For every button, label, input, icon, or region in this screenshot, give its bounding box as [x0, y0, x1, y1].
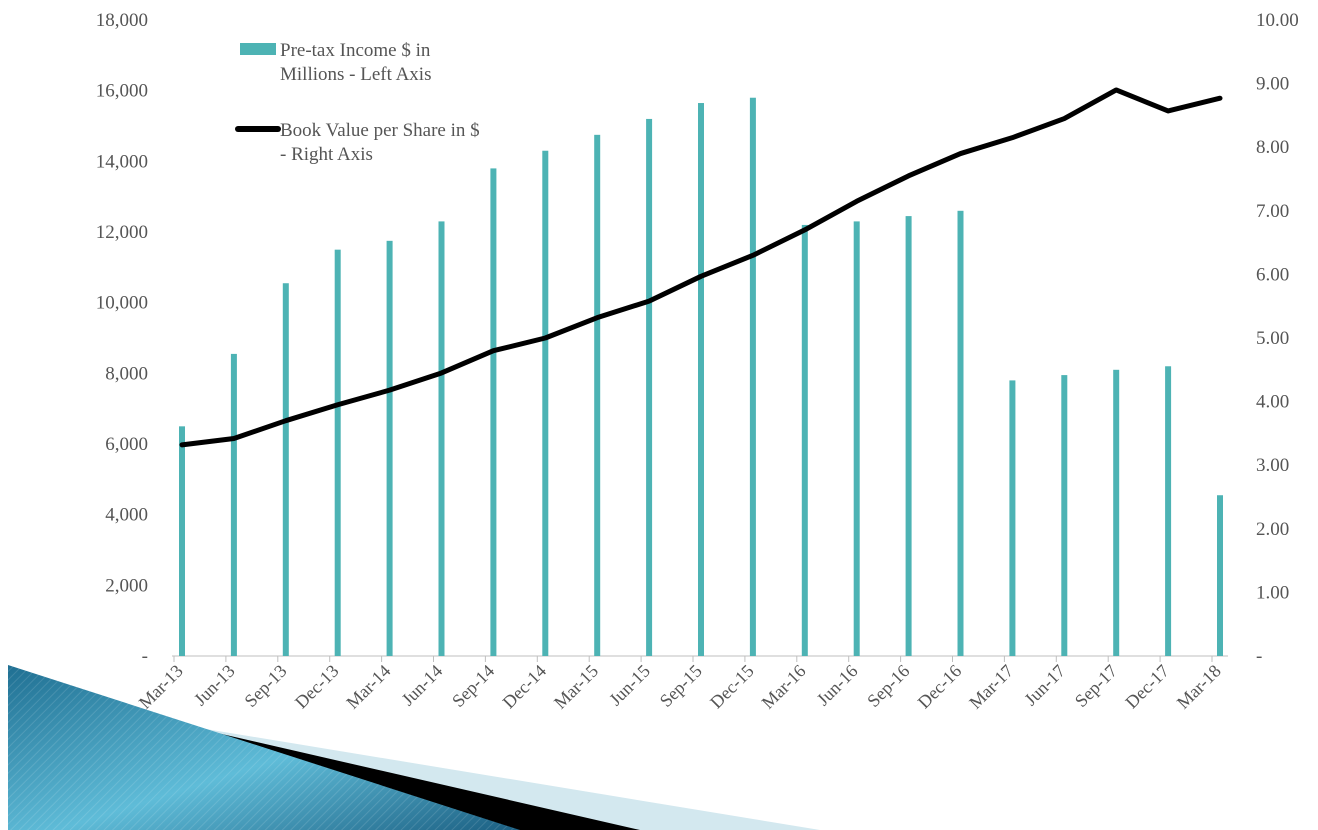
left-tick-label: 2,000 [105, 575, 148, 596]
x-tick-label: Jun-16 [813, 661, 862, 710]
bar [1009, 380, 1016, 656]
bar [957, 210, 964, 657]
bar [542, 150, 549, 656]
line-series [179, 87, 1223, 448]
x-tick-label: Jun-15 [605, 661, 654, 710]
bar [1165, 366, 1172, 656]
x-tick-label: Sep-13 [240, 661, 290, 711]
x-tick-label: Sep-16 [863, 661, 913, 711]
right-tick-label: 5.00 [1256, 328, 1289, 349]
right-tick-label: 9.00 [1256, 74, 1289, 95]
right-tick-label: 10.00 [1256, 10, 1299, 31]
bar [282, 283, 289, 656]
decoration-stripes [8, 665, 520, 830]
right-axis-ticks: - 1.00 2.00 3.00 4.00 5.00 6.00 7.00 8.00 9.00 10.… [1256, 10, 1299, 667]
left-tick-label: 10,000 [96, 293, 148, 314]
x-tick-label: Sep-15 [656, 661, 706, 711]
x-tick-label: Dec-17 [1121, 661, 1173, 713]
x-tick-label: Jun-14 [398, 661, 447, 710]
right-tick-label: 3.00 [1256, 455, 1289, 476]
bar [1061, 375, 1068, 656]
x-tick-label: Jun-13 [190, 661, 239, 710]
bar-series [179, 97, 1223, 657]
left-tick-label: 6,000 [105, 434, 148, 455]
bar [179, 426, 185, 656]
x-tick-label: Dec-16 [914, 661, 966, 713]
x-tick-label: Sep-14 [448, 661, 498, 711]
left-tick-label: 14,000 [96, 151, 148, 172]
bar [646, 118, 653, 656]
legend-line-label: Book Value per Share in $ [280, 120, 480, 141]
legend: Pre-tax Income $ in Millions - Left Axis B… [235, 40, 480, 165]
left-tick-label: 16,000 [96, 81, 148, 102]
x-tick-label: Sep-17 [1071, 661, 1121, 711]
bar [853, 221, 860, 656]
left-tick-label: 4,000 [105, 505, 148, 526]
axes [172, 655, 1228, 662]
x-tick-label: Mar-18 [1173, 661, 1225, 713]
legend-bar-swatch [240, 43, 276, 55]
bar [801, 224, 808, 656]
bar [438, 221, 445, 656]
right-tick-label: 6.00 [1256, 264, 1289, 285]
right-tick-label: 4.00 [1256, 392, 1289, 413]
left-tick-label: 8,000 [105, 363, 148, 384]
bar [749, 97, 756, 656]
x-axis-ticks: Mar-13 Jun-13 Sep-13 Dec-13 Mar-14 Jun-14 Sep-… [135, 661, 1225, 713]
legend-line-label: - Right Axis [280, 144, 373, 165]
x-tick-label: Mar-15 [550, 661, 602, 713]
left-tick-label: 18,000 [96, 10, 148, 31]
x-tick-label: Jun-17 [1020, 661, 1069, 710]
legend-bar-label: Millions - Left Axis [280, 64, 431, 85]
bar [334, 249, 341, 656]
slide-decoration [8, 665, 820, 830]
bar [594, 134, 601, 657]
bar [386, 240, 393, 657]
right-tick-label: 2.00 [1256, 519, 1289, 540]
bar [698, 103, 704, 657]
x-tick-label: Dec-13 [291, 661, 343, 713]
bar [490, 168, 497, 656]
bar [230, 353, 237, 656]
left-tick-label: 12,000 [96, 222, 148, 243]
x-tick-label: Mar-14 [342, 661, 394, 713]
x-tick-label: Mar-16 [758, 661, 810, 713]
bar [1217, 495, 1223, 656]
right-tick-label: 7.00 [1256, 201, 1289, 222]
x-tick-label: Mar-13 [135, 661, 187, 713]
x-tick-label: Dec-14 [499, 661, 551, 713]
legend-bar-label: Pre-tax Income $ in [280, 40, 431, 61]
x-tick-label: Dec-15 [706, 661, 758, 713]
bar [1113, 369, 1120, 656]
x-tick-label: Mar-17 [965, 661, 1017, 713]
left-tick-label: - [142, 646, 148, 667]
right-tick-label: - [1256, 646, 1262, 667]
left-axis-ticks: - 2,000 4,000 6,000 8,000 10,000 12,000 14,000 1… [96, 10, 148, 667]
bar [905, 216, 912, 656]
right-tick-label: 8.00 [1256, 137, 1289, 158]
right-tick-label: 1.00 [1256, 582, 1289, 603]
